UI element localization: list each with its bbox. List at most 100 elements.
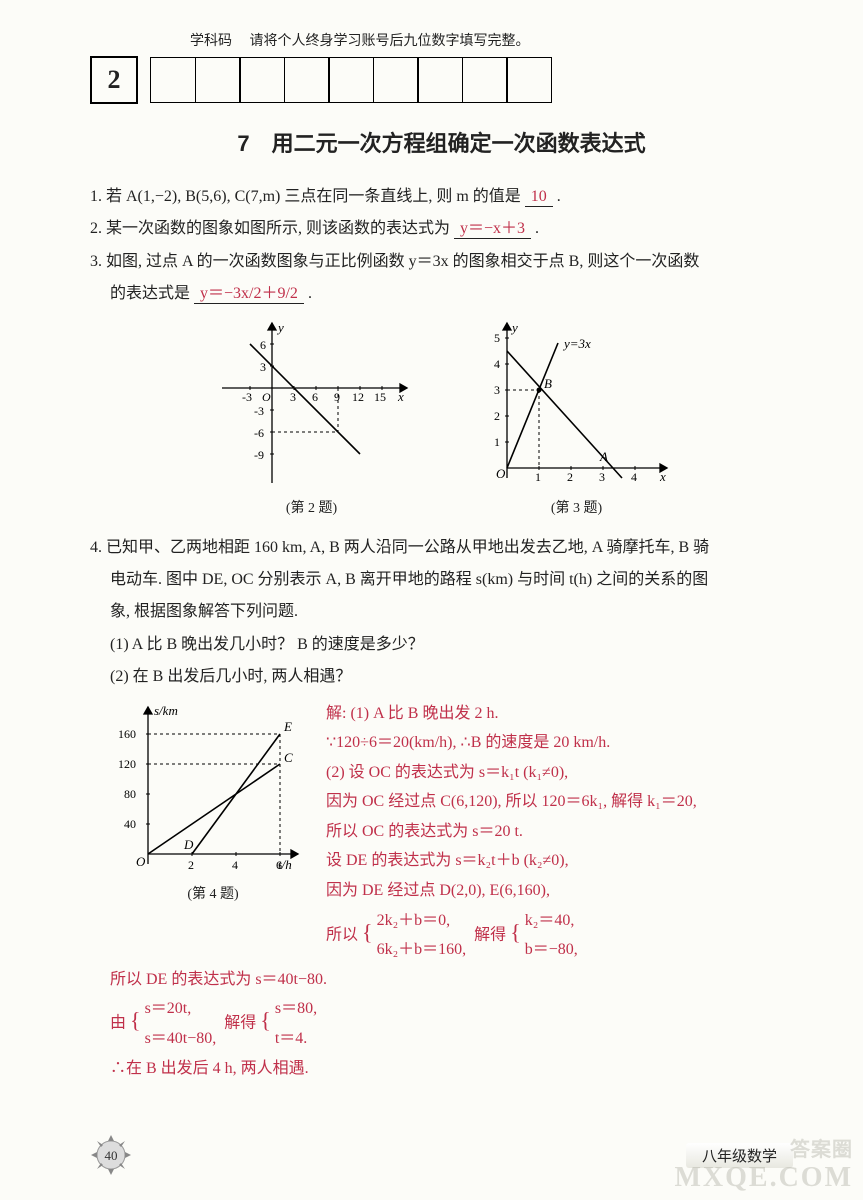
- page-footer: 40 八年级数学: [0, 1134, 863, 1176]
- svg-text:80: 80: [124, 787, 136, 801]
- q2-answer: y＝−x＋3: [454, 220, 531, 239]
- q2-suffix: .: [535, 220, 539, 237]
- question-2: 2. 某一次函数的图象如图所示, 则该函数的表达式为 y＝−x＋3 .: [90, 214, 793, 244]
- digit-box[interactable]: [239, 57, 285, 103]
- question-1: 1. 若 A(1,−2), B(5,6), C(7,m) 三点在同一条直线上, …: [90, 182, 793, 212]
- brace-eq: k₂＝40,: [525, 906, 578, 936]
- svg-text:15: 15: [374, 390, 386, 404]
- footer-grade-label: 八年级数学: [686, 1143, 793, 1168]
- svg-text:5: 5: [494, 331, 500, 345]
- sol-line: ∴在 B 出发后 4 h, 两人相遇.: [110, 1054, 793, 1084]
- brace-eq: s＝80,: [275, 994, 317, 1024]
- q3-answer: y＝−3x/2＋9/2: [194, 285, 304, 304]
- sol-line: 因为 DE 经过点 D(2,0), E(6,160),: [326, 876, 793, 906]
- svg-text:y: y: [276, 320, 284, 335]
- sol-mid: 解得: [474, 926, 506, 943]
- fig3-caption: (第 3 题): [482, 497, 672, 517]
- header-labels: 学科码 请将个人终身学习账号后九位数字填写完整。: [190, 30, 793, 50]
- svg-text:6: 6: [276, 858, 282, 872]
- svg-text:x: x: [659, 469, 666, 484]
- page-number: 40: [105, 1148, 118, 1163]
- brace-eq: 6k₂＋b＝160,: [377, 935, 467, 965]
- left-brace-icon: {: [130, 1008, 141, 1033]
- q2-text: 2. 某一次函数的图象如图所示, 则该函数的表达式为: [90, 220, 450, 237]
- svg-text:2: 2: [494, 409, 500, 423]
- fig3-fn-label: y=3x: [562, 336, 591, 351]
- digit-box[interactable]: [417, 57, 463, 103]
- svg-text:4: 4: [631, 470, 637, 484]
- sol-line-brace: 所以 { 2k₂＋b＝0, 6k₂＋b＝160, 解得 { k₂＝40, b＝−…: [326, 906, 793, 965]
- digit-box[interactable]: [195, 57, 241, 103]
- brace-eq: s＝20t,: [145, 994, 217, 1024]
- svg-text:B: B: [544, 376, 552, 391]
- page-badge-icon: 40: [90, 1134, 132, 1176]
- figure-3: O y x 1 2 3 4 1 2 3: [482, 318, 672, 517]
- svg-text:D: D: [183, 837, 194, 852]
- svg-text:120: 120: [118, 757, 136, 771]
- left-brace-icon: {: [362, 919, 373, 944]
- figure-4: s/km t/h O 40 80 120 160 2 4 6: [118, 699, 308, 903]
- section-title: 7 用二元一次方程组确定一次函数表达式: [90, 126, 793, 158]
- q1-suffix: .: [557, 188, 561, 205]
- q4-solution: 解: (1) A 比 B 晚出发 2 h. ∵120÷6＝20(km/h), ∴…: [326, 699, 793, 965]
- sol-prefix: 由: [110, 1015, 126, 1032]
- subject-code-box: 2: [90, 56, 138, 104]
- svg-text:2: 2: [567, 470, 573, 484]
- svg-text:6: 6: [260, 338, 266, 352]
- digit-box[interactable]: [506, 57, 552, 103]
- svg-text:E: E: [283, 719, 292, 734]
- figure-2: 6 3 -3 -6 -9 -3 O 3 6 9 12 15 y x: [212, 318, 412, 517]
- left-brace-icon: {: [510, 919, 521, 944]
- q1-answer: 10: [525, 188, 553, 207]
- svg-text:-9: -9: [254, 448, 264, 462]
- q3-line2-prefix: 的表达式是: [110, 285, 190, 302]
- sol-line-brace: 由 { s＝20t, s＝40t−80, 解得 { s＝80, t＝4.: [110, 994, 793, 1053]
- digit-box[interactable]: [328, 57, 374, 103]
- question-4-line2: 电动车. 图中 DE, OC 分别表示 A, B 离开甲地的路程 s(km) 与…: [90, 565, 793, 595]
- svg-text:2: 2: [188, 858, 194, 872]
- fig4-caption: (第 4 题): [118, 883, 308, 903]
- svg-text:9: 9: [334, 390, 340, 404]
- svg-text:3: 3: [260, 360, 266, 374]
- svg-text:y: y: [510, 320, 518, 335]
- question-4-line1: 4. 已知甲、乙两地相距 160 km, A, B 两人沿同一公路从甲地出发去乙…: [90, 533, 793, 563]
- svg-text:O: O: [136, 854, 146, 869]
- header-right: 请将个人终身学习账号后九位数字填写完整。: [250, 34, 530, 49]
- q3-line1: 3. 如图, 过点 A 的一次函数图象与正比例函数 y＝3x 的图象相交于点 B…: [90, 253, 699, 270]
- account-digit-boxes: [150, 57, 552, 103]
- digit-box[interactable]: [284, 57, 330, 103]
- sol-line: 设 DE 的表达式为 s＝k₂t＋b (k₂≠0),: [326, 846, 793, 876]
- code-boxes-row: 2: [90, 56, 793, 104]
- sol-line: 所以 DE 的表达式为 s＝40t−80.: [110, 965, 793, 995]
- brace-eq: t＝4.: [275, 1024, 317, 1054]
- svg-text:1: 1: [535, 470, 541, 484]
- svg-text:-3: -3: [254, 404, 264, 418]
- svg-text:O: O: [262, 390, 271, 404]
- svg-text:4: 4: [494, 357, 500, 371]
- svg-text:1: 1: [494, 435, 500, 449]
- q4-fig-solution-row: s/km t/h O 40 80 120 160 2 4 6: [90, 699, 793, 965]
- brace-eq: 2k₂＋b＝0,: [377, 906, 467, 936]
- page: 学科码 请将个人终身学习账号后九位数字填写完整。 2 7 用二元一次方程组确定一…: [0, 0, 863, 1200]
- svg-text:3: 3: [599, 470, 605, 484]
- sol-mid: 解得: [224, 1015, 256, 1032]
- figure-row-2-3: 6 3 -3 -6 -9 -3 O 3 6 9 12 15 y x: [90, 318, 793, 517]
- svg-text:40: 40: [124, 817, 136, 831]
- question-3-line2: 的表达式是 y＝−3x/2＋9/2 .: [90, 279, 793, 309]
- brace-eq: s＝40t−80,: [145, 1024, 217, 1054]
- sol-line: 因为 OC 经过点 C(6,120), 所以 120＝6k₁, 解得 k₁＝20…: [326, 787, 793, 817]
- digit-box[interactable]: [373, 57, 419, 103]
- svg-text:-3: -3: [242, 390, 252, 404]
- sol-line: 所以 OC 的表达式为 s＝20 t.: [326, 817, 793, 847]
- brace-eq: b＝−80,: [525, 935, 578, 965]
- digit-box[interactable]: [462, 57, 508, 103]
- svg-text:C: C: [284, 750, 293, 765]
- svg-text:6: 6: [312, 390, 318, 404]
- svg-text:O: O: [496, 466, 506, 481]
- svg-text:3: 3: [290, 390, 296, 404]
- svg-text:4: 4: [232, 858, 238, 872]
- svg-text:s/km: s/km: [154, 703, 178, 718]
- question-4-sub1: (1) A 比 B 晚出发几小时？ B 的速度是多少？: [90, 630, 793, 660]
- digit-box[interactable]: [150, 57, 196, 103]
- svg-text:-6: -6: [254, 426, 264, 440]
